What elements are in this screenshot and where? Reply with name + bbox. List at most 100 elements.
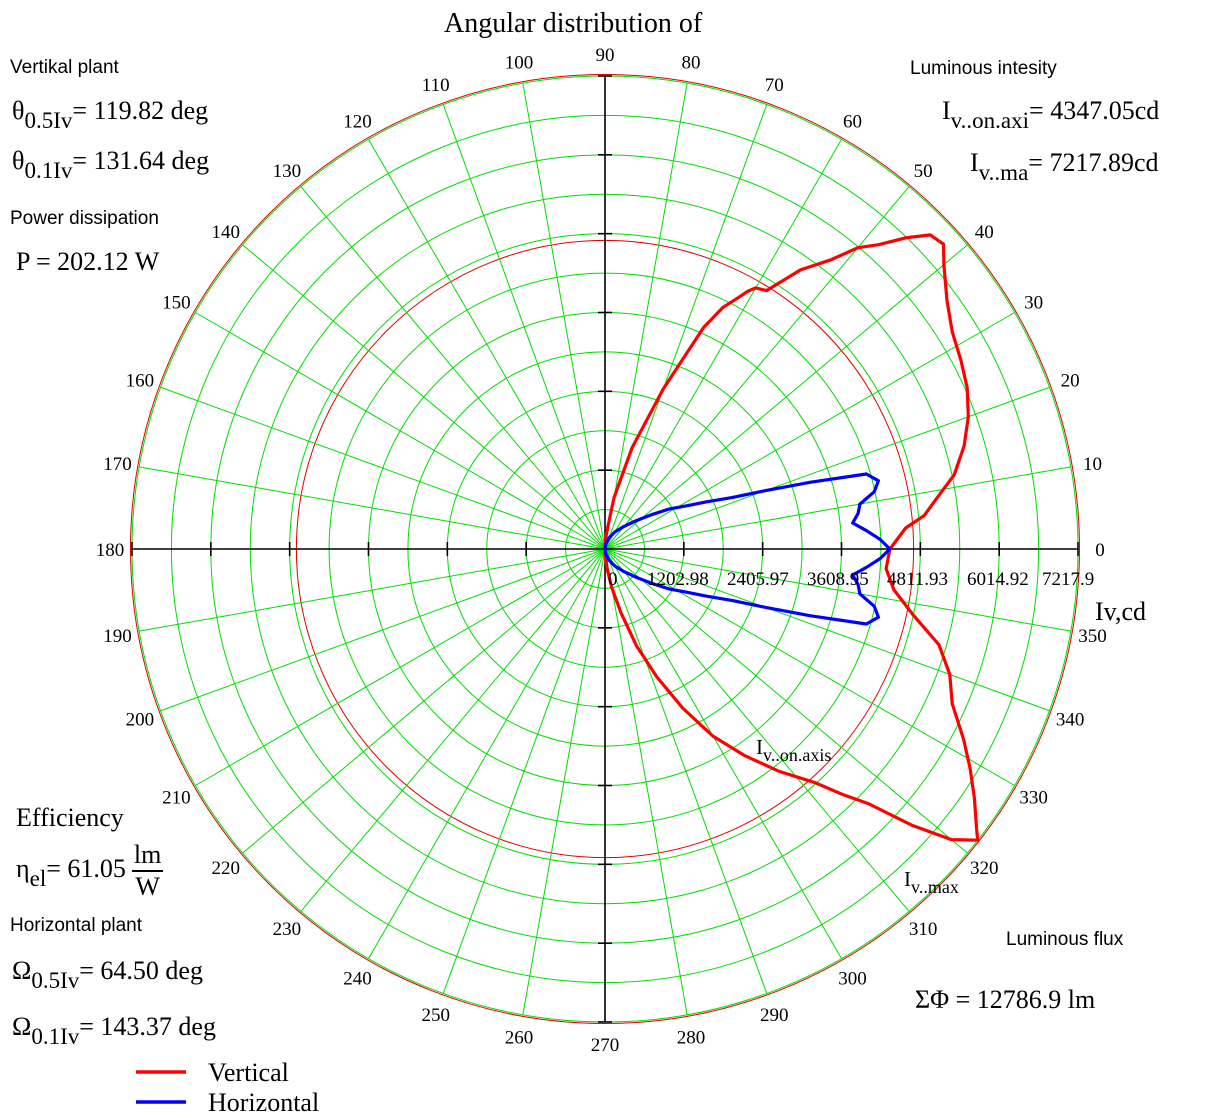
angle-tick-label: 160 — [126, 371, 155, 392]
grid-spoke — [604, 83, 688, 550]
radial-tick-label: 1202.98 — [647, 569, 709, 590]
grid-spoke — [604, 548, 1050, 712]
grid-spoke — [604, 386, 1050, 550]
efficiency-title: Efficiency — [16, 803, 124, 832]
angle-tick-label: 270 — [591, 1035, 620, 1056]
radial-tick-label: 7217.9 — [1042, 569, 1094, 590]
grid-spoke — [195, 548, 606, 786]
series-layer — [603, 233, 980, 842]
radial-tick-label: 6014.92 — [967, 569, 1029, 590]
angle-tick-label: 90 — [596, 45, 615, 66]
luminous-flux-title: Luminous flux — [1006, 929, 1124, 950]
angle-tick-label: 0 — [1095, 540, 1105, 561]
omega-05-readout: Ω0.5Iv= 64.50 deg — [12, 956, 203, 993]
angle-tick-label: 200 — [126, 709, 155, 730]
angle-tick-label: 120 — [343, 111, 372, 132]
legend-label-vertical: Vertical — [208, 1058, 289, 1087]
polar-grid — [130, 74, 1080, 1024]
legend-label-horizontal: Horizontal — [208, 1088, 319, 1117]
series-vertical — [603, 233, 980, 842]
chart-title: Angular distribution of — [444, 8, 703, 39]
grid-spoke — [442, 548, 606, 994]
angle-tick-label: 50 — [914, 161, 933, 182]
series-horizontal — [603, 472, 892, 626]
grid-spoke — [442, 104, 606, 550]
omega-01-readout: Ω0.1Iv= 143.37 deg — [12, 1012, 216, 1049]
angle-tick-label: 330 — [1019, 788, 1048, 809]
angle-tick-label: 230 — [273, 919, 302, 940]
angle-tick-label: 40 — [975, 222, 994, 243]
grid-spoke — [604, 548, 768, 994]
power-readout: P = 202.12 W — [16, 247, 160, 276]
luminous-intensity-title: Luminous intesity — [910, 58, 1057, 79]
angle-tick-label: 180 — [96, 540, 125, 561]
theta-01-readout: θ0.1Iv= 131.64 deg — [12, 146, 210, 183]
grid-spoke — [368, 548, 606, 959]
angle-tick-label: 140 — [212, 222, 241, 243]
grid-spoke — [195, 312, 606, 550]
grid-spoke — [604, 548, 910, 912]
angle-tick-label: 300 — [838, 969, 867, 990]
grid-spoke — [242, 548, 606, 854]
efficiency-readout: ηel= 61.05 lm W — [16, 840, 164, 901]
angle-tick-label: 320 — [970, 858, 999, 879]
grid-spoke — [139, 548, 606, 632]
grid-spoke — [160, 548, 606, 712]
angle-tick-label: 340 — [1056, 709, 1085, 730]
angle-tick-label: 350 — [1078, 626, 1107, 647]
grid-spoke — [368, 139, 606, 550]
angle-tick-label: 290 — [760, 1005, 789, 1026]
grid-spoke — [242, 244, 606, 550]
annotation-max: Iv..max — [904, 867, 959, 897]
angle-tick-label: 190 — [103, 626, 132, 647]
radial-tick-label: 2405.97 — [727, 569, 789, 590]
grid-spoke — [604, 104, 768, 550]
angle-tick-label: 260 — [505, 1027, 534, 1048]
radial-tick-label: 4811.93 — [887, 569, 948, 590]
angle-tick-label: 220 — [212, 858, 241, 879]
grid-circle-outer — [130, 74, 1080, 1024]
angle-tick-label: 60 — [843, 111, 862, 132]
angle-tick-label: 130 — [273, 161, 302, 182]
angle-tick-label: 30 — [1024, 293, 1043, 314]
iv-on-axis-readout: Iv..on.axi= 4347.05cd — [942, 96, 1160, 133]
grid-spoke — [604, 548, 688, 1015]
grid-spoke — [604, 548, 842, 959]
angle-tick-label: 100 — [505, 53, 534, 74]
angle-tick-label: 280 — [677, 1027, 706, 1048]
angle-tick-label: 170 — [103, 454, 132, 475]
radial-axis-label: Iv,cd — [1095, 597, 1146, 626]
grid-spoke — [522, 548, 606, 1015]
angle-tick-label: 240 — [343, 969, 372, 990]
angle-tick-label: 20 — [1061, 371, 1080, 392]
annotation-on-axis: Iv..on.axis — [756, 735, 832, 765]
theta-05-readout: θ0.5Iv= 119.82 deg — [12, 96, 209, 133]
angle-tick-label: 150 — [162, 293, 191, 314]
grid-spoke — [604, 139, 842, 550]
power-title: Power dissipation — [10, 208, 159, 229]
radial-tick-label: 3608.95 — [807, 569, 869, 590]
grid-spoke — [604, 548, 968, 854]
flux-readout: ΣΦ = 12786.9 lm — [915, 985, 1096, 1014]
grid-spoke — [604, 312, 1015, 550]
angle-tick-label: 210 — [162, 788, 191, 809]
angle-tick-label: 310 — [909, 919, 938, 940]
horizontal-plant-title: Horizontal plant — [10, 915, 143, 936]
chart-labels: 0 10 20 30 40 50 60 70 80 90 100 110 120 130 140 150 160… — [96, 45, 1146, 1056]
angle-tick-label: 110 — [422, 75, 450, 96]
efficiency-unit: lm W — [131, 840, 164, 901]
grid-spoke — [300, 186, 606, 550]
vertical-plant-title: Vertikal plant — [10, 57, 119, 78]
grid-spoke — [139, 466, 606, 550]
grid-spoke — [522, 83, 606, 550]
grid-spoke — [604, 466, 1071, 550]
grid-spoke — [604, 244, 968, 550]
angle-tick-label: 10 — [1083, 454, 1102, 475]
angle-tick-label: 70 — [765, 75, 784, 96]
radial-tick-label: 0 — [608, 569, 618, 590]
angle-tick-label: 80 — [681, 53, 700, 74]
grid-spoke — [604, 548, 1071, 632]
angle-tick-label: 250 — [421, 1005, 450, 1026]
